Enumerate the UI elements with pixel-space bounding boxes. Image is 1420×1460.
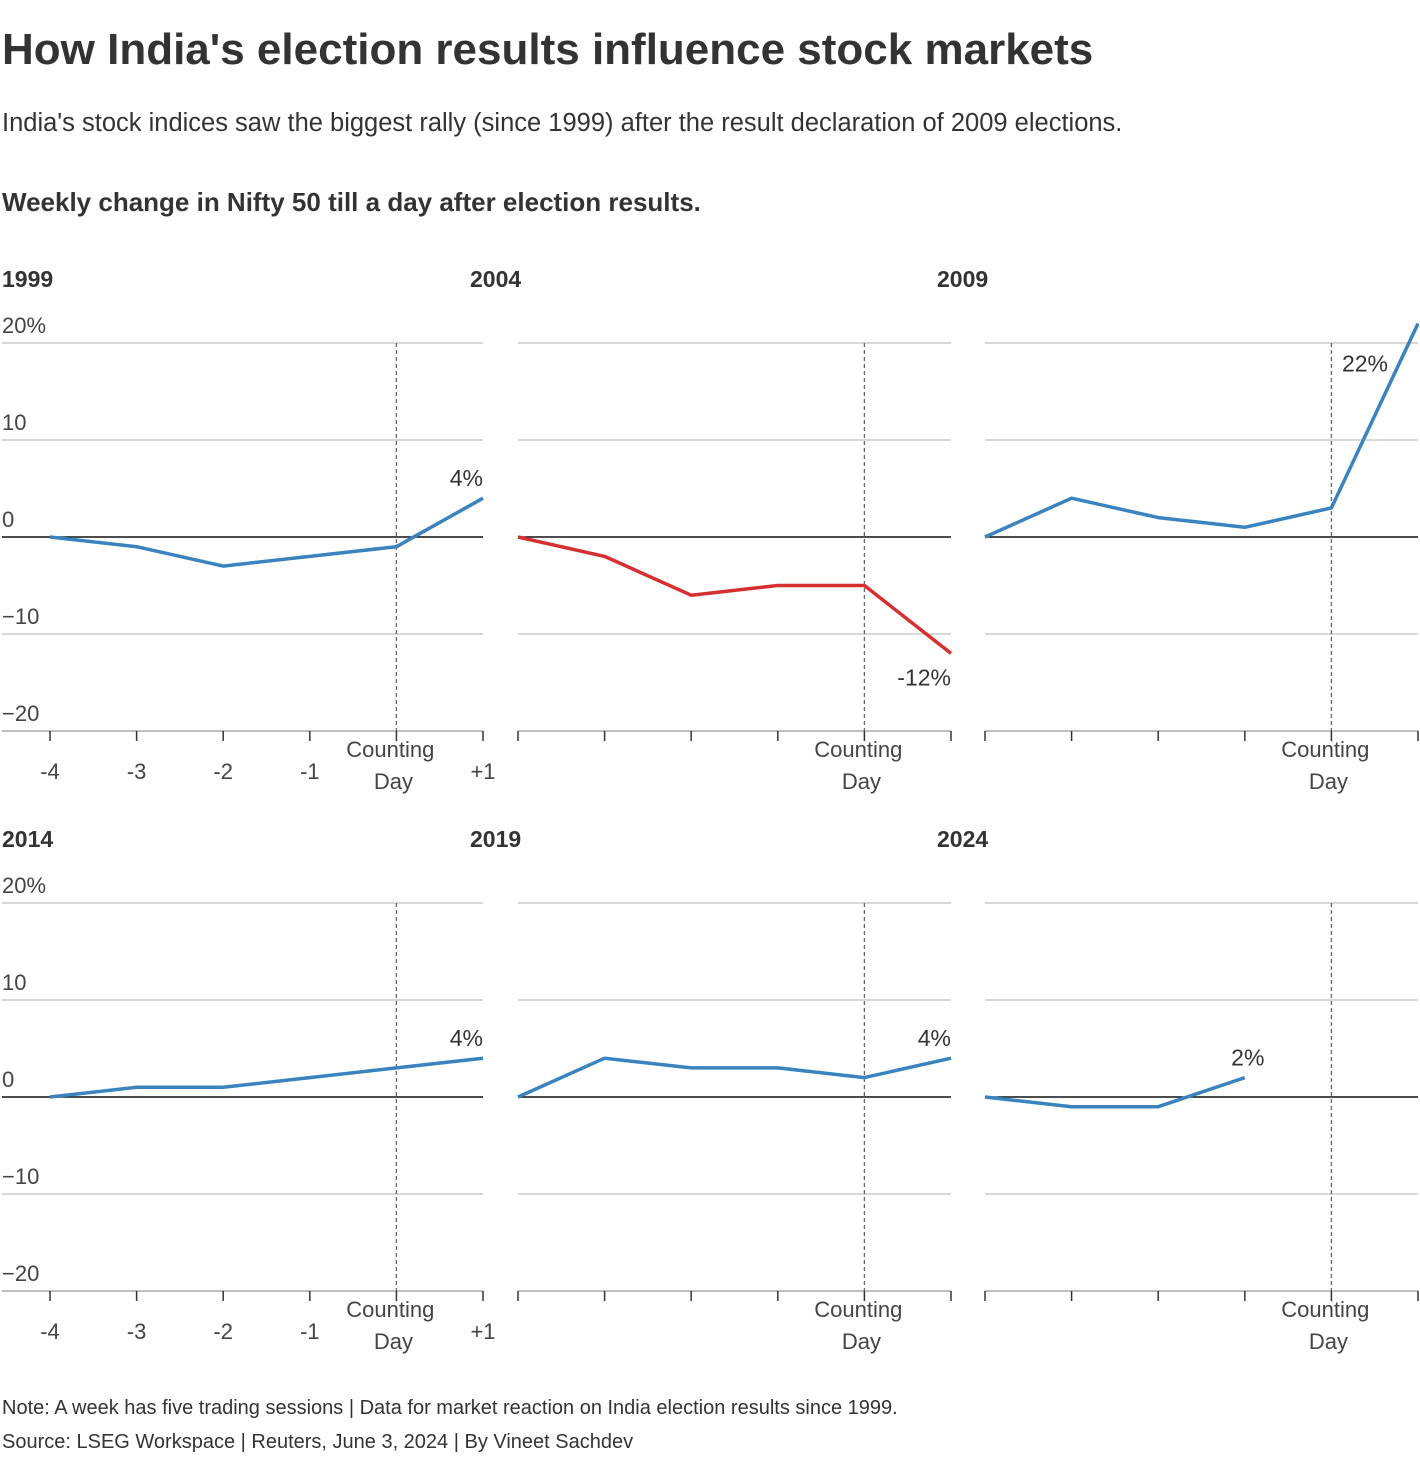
x-tick-label: Counting Day: [814, 737, 908, 794]
line: [984, 322, 1420, 539]
line: [984, 1075, 1246, 1109]
panel-title: 2009: [937, 266, 988, 292]
y-tick-label: 20%: [2, 873, 46, 898]
panel-title: 1999: [2, 266, 53, 292]
chart-heading: Weekly change in Nifty 50 till a day aft…: [2, 187, 701, 217]
value-label: 2%: [1231, 1045, 1264, 1071]
value-label: 22%: [1342, 351, 1388, 377]
note: Note: A week has five trading sessions |…: [2, 1397, 898, 1419]
x-tick-label: Counting Day: [346, 737, 440, 794]
x-tick-label: Counting Day: [1281, 737, 1375, 794]
line: [49, 1056, 484, 1099]
x-tick-label: -1: [300, 1319, 320, 1344]
line: [49, 496, 484, 568]
x-tick-label: Counting Day: [346, 1297, 440, 1354]
y-tick-label: −10: [2, 604, 39, 629]
y-tick-label: −20: [2, 701, 39, 726]
x-tick-label: -2: [213, 759, 233, 784]
y-tick-label: 0: [2, 507, 14, 532]
x-tick-label: -2: [213, 1319, 233, 1344]
x-tick-label: -4: [40, 759, 60, 784]
x-tick-label: -4: [40, 1319, 60, 1344]
x-tick-label: Counting Day: [1281, 1297, 1375, 1354]
panel-title: 2024: [937, 826, 988, 852]
x-tick-label: +1: [470, 1319, 495, 1344]
panel-title: 2004: [470, 266, 521, 292]
panel-title: 2019: [470, 826, 521, 852]
subtitle: India's stock indices saw the biggest ra…: [2, 109, 1122, 137]
x-tick-label: -3: [127, 1319, 147, 1344]
value-label: 4%: [450, 465, 483, 491]
x-tick-label: Counting Day: [814, 1297, 908, 1354]
y-tick-label: −10: [2, 1164, 39, 1189]
y-tick-label: −20: [2, 1261, 39, 1286]
y-tick-label: 0: [2, 1067, 14, 1092]
y-tick-label: 10: [2, 970, 26, 995]
line: [517, 1056, 952, 1099]
x-tick-label: +1: [470, 759, 495, 784]
value-label: 4%: [918, 1025, 951, 1051]
value-label: 4%: [450, 1025, 483, 1051]
y-tick-label: 10: [2, 410, 26, 435]
x-tick-label: -1: [300, 759, 320, 784]
title: How India's election results influence s…: [2, 25, 1093, 74]
y-tick-label: 20%: [2, 313, 46, 338]
line: [517, 535, 953, 655]
value-label: -12%: [897, 664, 951, 690]
panel-title: 2014: [2, 826, 53, 852]
x-tick-label: -3: [127, 759, 147, 784]
source: Source: LSEG Workspace | Reuters, June 3…: [2, 1431, 633, 1453]
